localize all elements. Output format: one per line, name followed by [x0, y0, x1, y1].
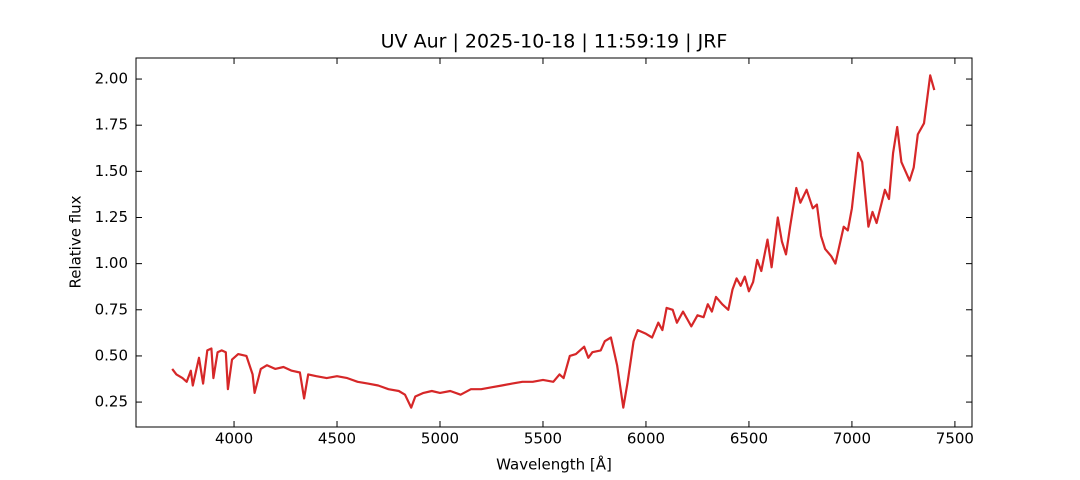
- x-tick-label: 5000: [421, 430, 459, 448]
- y-tick-label: 1.00: [95, 254, 128, 272]
- y-axis-label: Relative flux: [67, 195, 85, 288]
- y-tick-label: 0.50: [95, 346, 128, 364]
- y-tick-label: 2.00: [95, 70, 128, 88]
- chart-title: UV Aur | 2025-10-18 | 11:59:19 | JRF: [381, 31, 728, 53]
- y-tick-label: 1.75: [95, 116, 128, 134]
- x-tick-label: 6500: [730, 430, 768, 448]
- y-tick-label: 1.25: [95, 208, 128, 226]
- y-tick-label: 1.50: [95, 162, 128, 180]
- plot-frame: [135, 57, 973, 428]
- x-tick-label: 4000: [215, 430, 253, 448]
- x-tick-label: 5500: [524, 430, 562, 448]
- x-tick-label: 7000: [833, 430, 871, 448]
- y-tick-label: 0.75: [95, 300, 128, 318]
- x-axis-label: Wavelength [Å]: [496, 455, 612, 474]
- y-tick-label: 0.25: [95, 393, 128, 411]
- x-tick-label: 7500: [936, 430, 974, 448]
- x-tick-label: 4500: [318, 430, 356, 448]
- spectrum-line: [171, 74, 936, 409]
- x-tick-label: 6000: [627, 430, 665, 448]
